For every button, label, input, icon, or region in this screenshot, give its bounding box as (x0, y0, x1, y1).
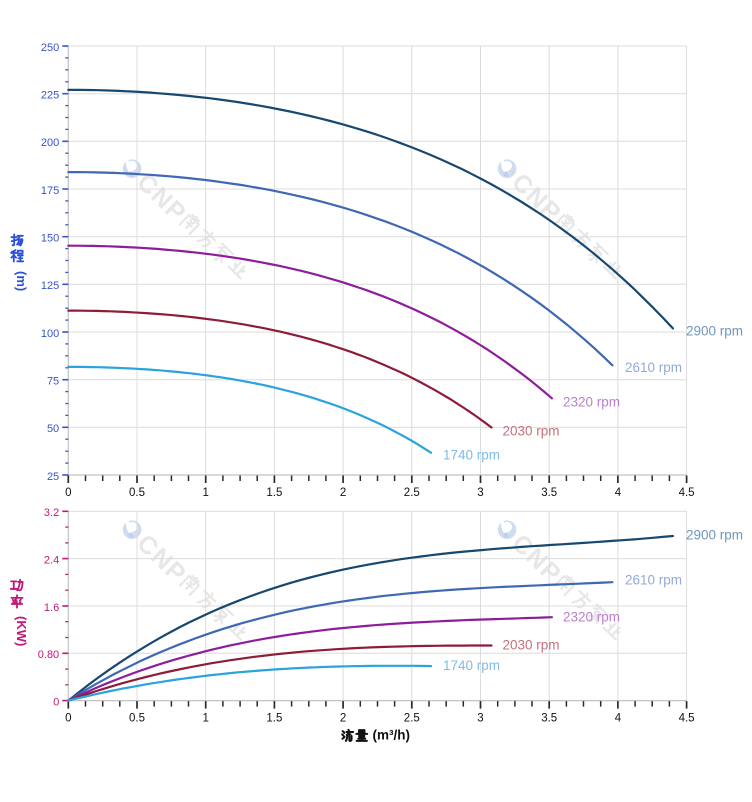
svg-text:50: 50 (47, 423, 59, 435)
svg-text:2.4: 2.4 (44, 555, 59, 567)
svg-text:4: 4 (615, 487, 622, 499)
svg-text:0: 0 (53, 697, 59, 709)
svg-text:2.5: 2.5 (404, 487, 420, 499)
svg-text:(KW): (KW) (14, 616, 29, 646)
svg-text:2320 rpm: 2320 rpm (563, 395, 620, 410)
svg-text:4: 4 (615, 713, 622, 725)
svg-text:25: 25 (47, 471, 59, 483)
svg-text:2610 rpm: 2610 rpm (625, 573, 682, 588)
svg-text:1740 rpm: 1740 rpm (443, 658, 500, 673)
svg-text:0.5: 0.5 (129, 487, 145, 499)
svg-text:2: 2 (340, 713, 346, 725)
svg-text:150: 150 (41, 233, 59, 245)
svg-text:2030 rpm: 2030 rpm (503, 638, 560, 653)
svg-text:1: 1 (202, 487, 208, 499)
svg-text:1: 1 (202, 713, 208, 725)
svg-text:0: 0 (65, 487, 71, 499)
svg-text:3.2: 3.2 (44, 507, 59, 519)
svg-text:2900 rpm: 2900 rpm (686, 528, 743, 543)
svg-text:0.5: 0.5 (129, 713, 145, 725)
svg-text:75: 75 (47, 376, 59, 388)
svg-text:4.5: 4.5 (679, 713, 695, 725)
svg-text:3: 3 (477, 487, 483, 499)
svg-text:2900 rpm: 2900 rpm (686, 324, 743, 339)
svg-text:0: 0 (65, 713, 71, 725)
svg-text:3.5: 3.5 (541, 713, 557, 725)
svg-text:1.6: 1.6 (44, 602, 59, 614)
svg-text:175: 175 (41, 185, 59, 197)
svg-text:1740 rpm: 1740 rpm (443, 448, 500, 463)
svg-text:225: 225 (41, 90, 59, 102)
svg-text:(m): (m) (14, 271, 29, 291)
svg-text:0.80: 0.80 (38, 649, 59, 661)
svg-text:3.5: 3.5 (541, 487, 557, 499)
svg-text:4.5: 4.5 (679, 487, 695, 499)
svg-text:2: 2 (340, 487, 346, 499)
svg-text:125: 125 (41, 280, 59, 292)
svg-text:2.5: 2.5 (404, 713, 420, 725)
svg-text:3: 3 (477, 713, 483, 725)
svg-text:1.5: 1.5 (266, 487, 282, 499)
svg-text:250: 250 (41, 42, 59, 54)
svg-text:(m³/h): (m³/h) (373, 728, 411, 743)
svg-text:100: 100 (41, 328, 59, 340)
svg-text:2610 rpm: 2610 rpm (625, 360, 682, 375)
svg-text:1.5: 1.5 (266, 713, 282, 725)
svg-text:2320 rpm: 2320 rpm (563, 610, 620, 625)
svg-text:2030 rpm: 2030 rpm (503, 424, 560, 439)
svg-text:200: 200 (41, 137, 59, 149)
